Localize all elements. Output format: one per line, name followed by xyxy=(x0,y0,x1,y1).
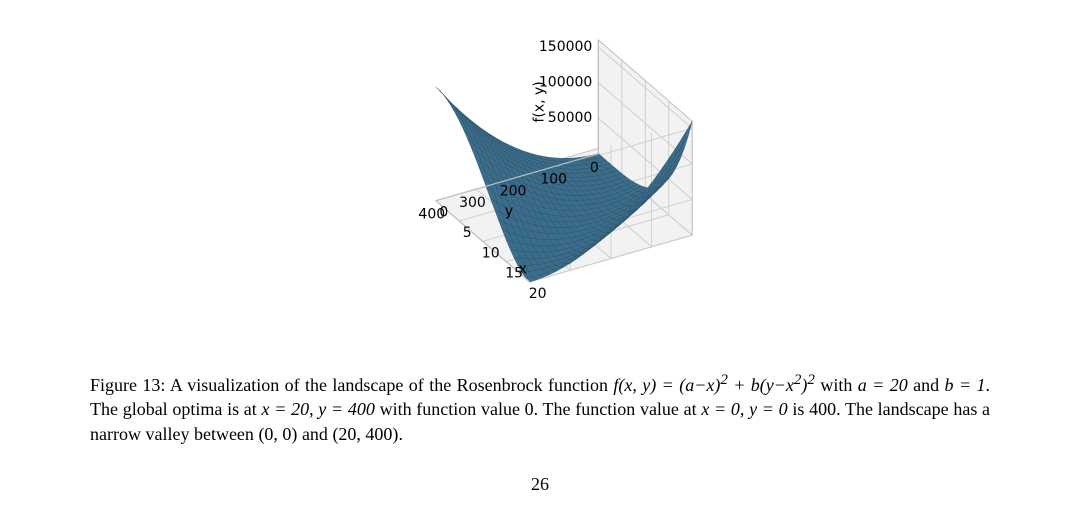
svg-text:300: 300 xyxy=(459,195,486,211)
page: 50000100000150000010020030040005101520f(… xyxy=(0,0,1080,526)
svg-text:f(x, y): f(x, y) xyxy=(531,81,547,122)
caption-and-2: and xyxy=(297,424,332,444)
svg-text:200: 200 xyxy=(500,183,527,199)
svg-text:y: y xyxy=(505,203,513,219)
caption-opt-y: y = 400 xyxy=(318,399,375,419)
surface-plot-3d: 50000100000150000010020030040005101520f(… xyxy=(330,20,750,340)
caption-pt2: (20, 400) xyxy=(332,424,398,444)
caption-formula: f(x, y) = (a−x)2 + b(y−x2)2 xyxy=(613,375,815,395)
caption-comma-1: , xyxy=(309,399,318,419)
caption-orig-f: 400 xyxy=(809,399,836,419)
svg-text:5: 5 xyxy=(463,225,472,241)
caption-and-1: and xyxy=(908,375,945,395)
svg-text:150000: 150000 xyxy=(539,39,592,55)
caption-is: is xyxy=(788,399,809,419)
caption-b: b = 1 xyxy=(945,375,986,395)
svg-text:10: 10 xyxy=(482,245,500,261)
caption-a: a = 20 xyxy=(858,375,908,395)
caption-text-4: with function value xyxy=(375,399,525,419)
caption-comma-2: , xyxy=(740,399,749,419)
svg-text:100: 100 xyxy=(540,172,567,188)
svg-text:20: 20 xyxy=(529,286,547,302)
page-number: 26 xyxy=(90,474,990,495)
caption-orig-y: y = 0 xyxy=(749,399,788,419)
caption-text-2: with xyxy=(815,375,858,395)
svg-text:50000: 50000 xyxy=(548,110,593,126)
caption-text-5: . The function value at xyxy=(534,399,702,419)
svg-text:0: 0 xyxy=(590,160,599,176)
caption-text-1: A visualization of the landscape of the … xyxy=(170,375,614,395)
caption-period: . xyxy=(398,424,403,444)
svg-text:x: x xyxy=(519,261,527,277)
caption-prefix: Figure 13: xyxy=(90,375,170,395)
figure-caption: Figure 13: A visualization of the landsc… xyxy=(90,370,990,446)
caption-pt1: (0, 0) xyxy=(258,424,297,444)
caption-orig-x: x = 0 xyxy=(701,399,740,419)
caption-opt-x: x = 20 xyxy=(262,399,310,419)
caption-opt-f: 0 xyxy=(525,399,534,419)
figure-area: 50000100000150000010020030040005101520f(… xyxy=(90,20,990,340)
svg-text:0: 0 xyxy=(439,205,448,221)
